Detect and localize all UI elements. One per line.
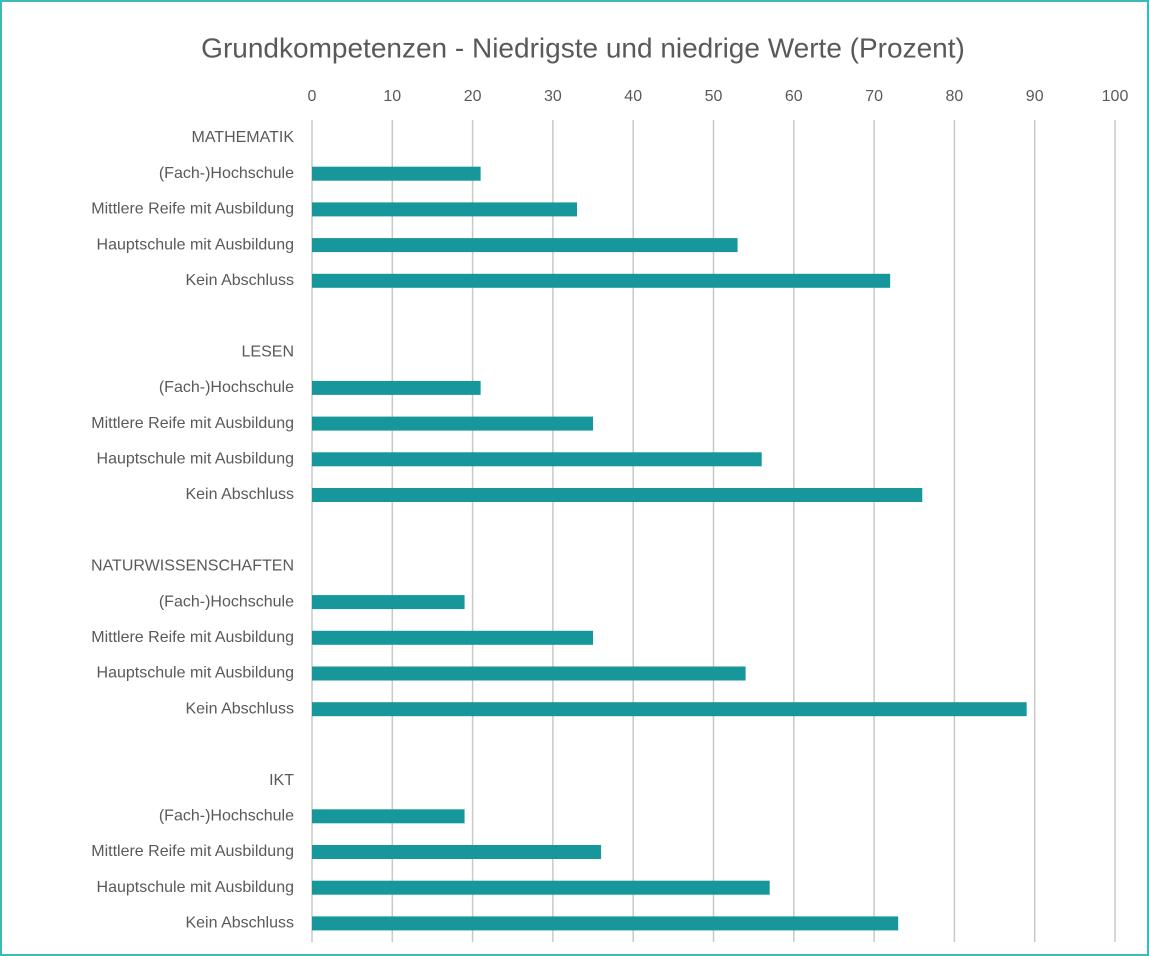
y-tick-label: Kein Abschluss xyxy=(185,700,294,717)
bar xyxy=(312,452,762,467)
x-tick-label: 50 xyxy=(705,88,723,105)
bar xyxy=(312,702,1027,717)
bar xyxy=(312,380,481,395)
x-tick-label: 0 xyxy=(308,88,317,105)
x-tick-label: 100 xyxy=(1102,88,1129,105)
y-tick-label: Hauptschule mit Ausbildung xyxy=(97,451,294,468)
bar xyxy=(312,238,738,253)
bar xyxy=(312,488,923,502)
bar xyxy=(312,845,602,859)
x-tick-label: 30 xyxy=(544,88,562,105)
x-tick-label: 20 xyxy=(464,88,482,105)
chart-title: Grundkompetenzen - Niedrigste und niedri… xyxy=(201,32,965,63)
y-tick-label: Hauptschule mit Ausbildung xyxy=(97,665,294,682)
bar xyxy=(312,273,891,288)
bar xyxy=(312,916,899,931)
bar xyxy=(312,595,465,610)
bar xyxy=(312,809,465,824)
x-tick-label: 60 xyxy=(785,88,803,105)
y-tick-label: MATHEMATIK xyxy=(191,129,294,146)
y-tick-label: Mittlere Reife mit Ausbildung xyxy=(91,629,294,646)
y-tick-label: Hauptschule mit Ausbildung xyxy=(97,236,294,253)
y-tick-label: Mittlere Reife mit Ausbildung xyxy=(91,415,294,432)
y-tick-label: NATURWISSENSCHAFTEN xyxy=(91,558,294,575)
y-tick-label: IKT xyxy=(269,772,294,789)
bar xyxy=(312,880,770,895)
y-tick-label: (Fach-)Hochschule xyxy=(159,808,294,825)
bar xyxy=(312,416,594,431)
x-tick-label: 70 xyxy=(865,88,883,105)
y-tick-label: Kein Abschluss xyxy=(185,486,294,503)
y-tick-label: (Fach-)Hochschule xyxy=(159,379,294,396)
y-tick-label: Kein Abschluss xyxy=(185,915,294,932)
y-tick-label: Kein Abschluss xyxy=(185,272,294,289)
bar xyxy=(312,166,481,181)
bar xyxy=(312,666,746,681)
y-tick-label: Mittlere Reife mit Ausbildung xyxy=(91,843,294,860)
y-tick-label: (Fach-)Hochschule xyxy=(159,593,294,610)
y-tick-label: Hauptschule mit Ausbildung xyxy=(97,879,294,896)
bar xyxy=(312,630,594,645)
y-tick-label: Mittlere Reife mit Ausbildung xyxy=(91,201,294,218)
x-tick-label: 80 xyxy=(946,88,964,105)
bar xyxy=(312,202,577,217)
y-tick-label: (Fach-)Hochschule xyxy=(159,165,294,182)
x-tick-label: 10 xyxy=(383,88,401,105)
x-tick-label: 40 xyxy=(624,88,642,105)
x-tick-label: 90 xyxy=(1026,88,1044,105)
y-tick-label: LESEN xyxy=(242,343,294,360)
